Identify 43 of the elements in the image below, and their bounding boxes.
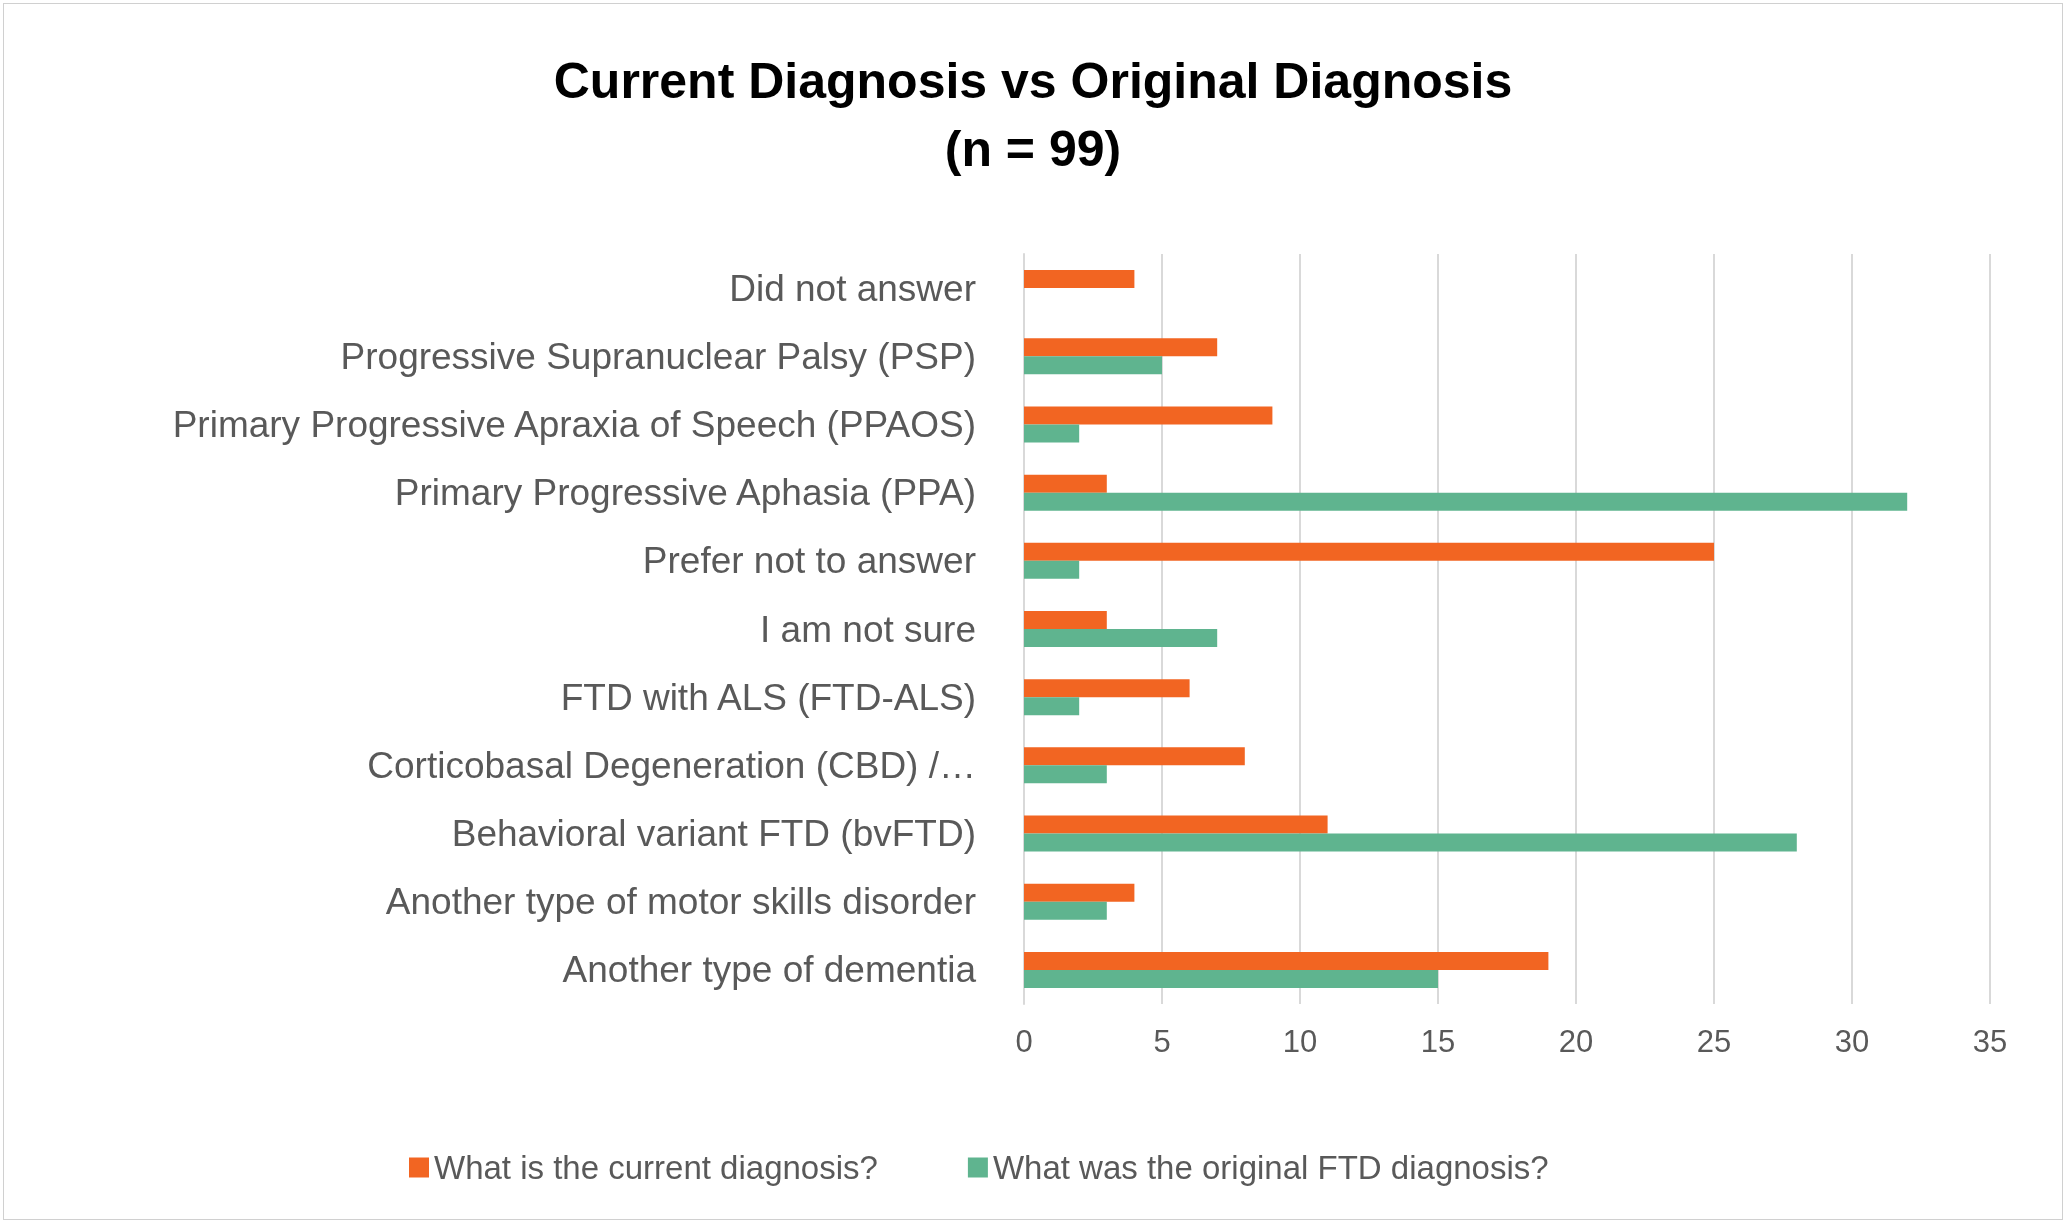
bar [1024, 969, 1438, 988]
x-tick-label: 0 [1015, 1024, 1033, 1059]
y-tick-label: Another type of motor skills disorder [385, 881, 976, 923]
chart-title: Current Diagnosis vs Original Diagnosis (n = 99) [553, 53, 1513, 177]
bar [1024, 833, 1797, 852]
y-tick-label: Another type of dementia [562, 949, 977, 991]
bar [1024, 883, 1135, 902]
legend-label: What was the original FTD diagnosis? [992, 1149, 1549, 1186]
y-tick-label: Prefer not to answer [642, 540, 976, 582]
bar [1024, 629, 1218, 647]
y-tick-label: Did not answer [729, 267, 976, 309]
y-tick-label: Corticobasal Degeneration (CBD) /… [367, 744, 976, 786]
x-tick-label: 10 [1282, 1024, 1318, 1059]
x-tick-label: 30 [1834, 1024, 1870, 1059]
x-tick-label: 20 [1558, 1024, 1594, 1059]
bar [1024, 560, 1080, 579]
bar [1024, 611, 1107, 629]
x-tick-label: 35 [1972, 1024, 2008, 1059]
legend-label: What is the current diagnosis? [434, 1149, 878, 1186]
bar [1024, 338, 1218, 357]
bar [1024, 424, 1080, 443]
bar [1024, 951, 1549, 970]
bar [1024, 697, 1080, 716]
y-tick-label: Primary Progressive Apraxia of Speech (PPAOS) [172, 403, 976, 445]
bar [1024, 270, 1135, 289]
x-tick-label: 15 [1420, 1024, 1456, 1059]
x-tick-label: 25 [1696, 1024, 1732, 1059]
bar [1024, 542, 1714, 561]
y-tick-label: FTD with ALS (FTD-ALS) [560, 676, 976, 718]
bar [1024, 474, 1107, 493]
bar [1024, 679, 1190, 698]
y-tick-label: Behavioral variant FTD (bvFTD) [451, 813, 976, 855]
bar [1024, 356, 1162, 375]
y-tick-label: Primary Progressive Aphasia (PPA) [394, 472, 976, 514]
x-tick-label: 5 [1153, 1024, 1171, 1059]
bar [1024, 901, 1107, 920]
bar [1024, 406, 1273, 425]
y-tick-label: I am not sure [760, 608, 976, 650]
bar [1024, 492, 1908, 511]
bar [1024, 815, 1328, 834]
bar [1024, 747, 1245, 766]
bar [1024, 765, 1107, 784]
y-tick-label: Progressive Supranuclear Palsy (PSP) [340, 335, 976, 377]
